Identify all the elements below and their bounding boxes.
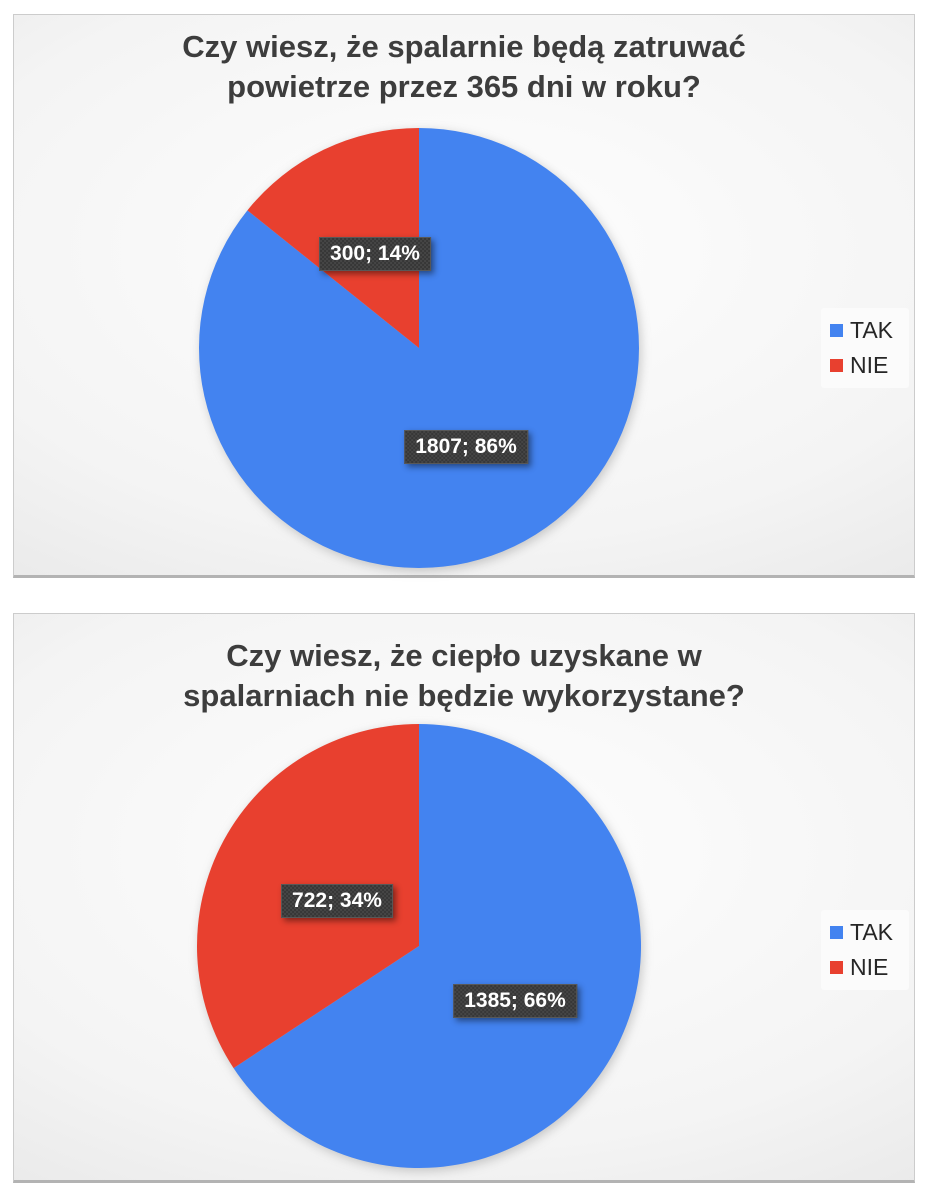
chart-1-title-line-2: powietrze przez 365 dni w roku? — [227, 69, 701, 104]
legend-label-tak: TAK — [850, 919, 894, 945]
chart-1-data-label-nie: 300; 14% — [319, 237, 431, 271]
legend-label-nie: NIE — [850, 352, 889, 378]
chart-2-title-line-1: Czy wiesz, że ciepło uzyskane w — [226, 638, 702, 673]
legend-swatch-tak — [830, 925, 843, 939]
pie-chart-2 — [197, 724, 641, 1168]
chart-1-title-line-1: Czy wiesz, że spalarnie będą zatruwać — [182, 29, 746, 64]
legend-label-tak: TAK — [850, 317, 894, 343]
chart-2-legend-item-tak: TAK — [830, 919, 901, 945]
chart-2-legend-item-nie: NIE — [830, 954, 901, 980]
chart-1-legend-item-tak: TAK — [830, 317, 901, 343]
chart-2-title: Czy wiesz, że ciepło uzyskane w spalarni… — [14, 636, 914, 716]
pie-slice-tak — [233, 724, 641, 1168]
chart-1-data-label-tak: 1807; 86% — [404, 430, 528, 464]
chart-1-legend-item-nie: NIE — [830, 352, 901, 378]
legend-swatch-tak — [830, 323, 843, 337]
chart-panel-1: Czy wiesz, że spalarnie będą zatruwać po… — [13, 14, 915, 578]
chart-2-legend: TAK NIE — [821, 910, 909, 990]
pie-slice-tak — [199, 128, 639, 568]
pie-slice-nie — [247, 128, 419, 348]
chart-2-data-label-tak: 1385; 66% — [453, 984, 577, 1018]
chart-2-data-label-nie: 722; 34% — [281, 884, 393, 918]
legend-swatch-nie — [830, 358, 843, 372]
chart-1-legend: TAK NIE — [821, 308, 909, 388]
legend-swatch-nie — [830, 960, 843, 974]
legend-label-nie: NIE — [850, 954, 889, 980]
chart-panel-2: Czy wiesz, że ciepło uzyskane w spalarni… — [13, 613, 915, 1183]
chart-2-title-line-2: spalarniach nie będzie wykorzystane? — [183, 678, 745, 713]
chart-1-title: Czy wiesz, że spalarnie będą zatruwać po… — [14, 27, 914, 107]
pie-chart-1 — [199, 128, 639, 568]
